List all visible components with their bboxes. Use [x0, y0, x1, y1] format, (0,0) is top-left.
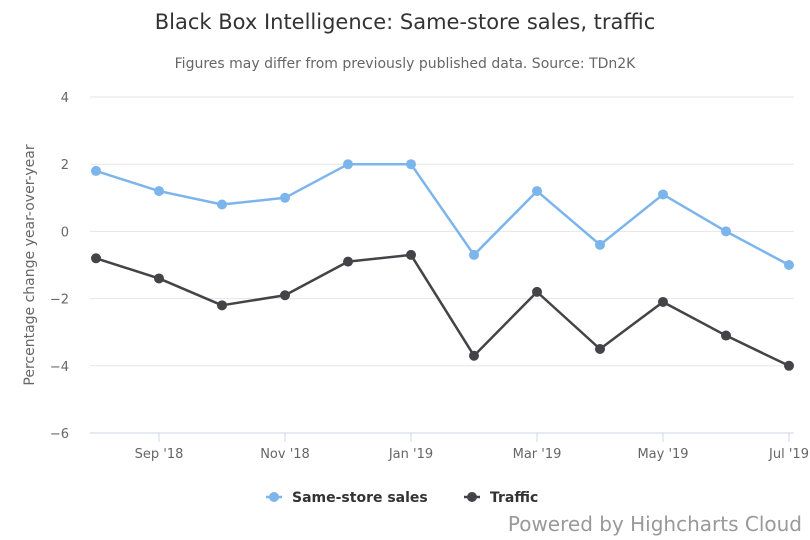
data-point: [154, 273, 164, 284]
x-tick-label: Sep '18: [135, 447, 184, 462]
data-point: [721, 226, 731, 237]
chart-subtitle: Figures may differ from previously publi…: [174, 56, 636, 72]
chart-title: Black Box Intelligence: Same-store sales…: [154, 10, 656, 34]
data-point: [406, 159, 416, 170]
series-0: [91, 159, 794, 270]
legend-label: Same-store sales: [292, 490, 428, 506]
x-tick-label: Jan '19: [388, 447, 433, 462]
x-tick-label: Mar '19: [513, 447, 562, 462]
data-point: [280, 192, 290, 203]
y-tick-label: 2: [61, 158, 69, 173]
data-point: [217, 199, 227, 210]
legend-label: Traffic: [490, 490, 538, 506]
y-tick-label: −6: [50, 427, 69, 442]
series-1: [91, 249, 794, 371]
data-point: [784, 260, 794, 270]
x-tick-label: Nov '18: [260, 447, 310, 462]
data-point: [343, 159, 353, 170]
data-point: [658, 296, 668, 307]
x-tick-label: May '19: [637, 447, 688, 462]
data-point: [217, 300, 227, 311]
data-point: [469, 350, 479, 361]
data-point: [154, 186, 164, 197]
data-point: [595, 239, 605, 250]
series-line: [95, 162, 790, 267]
data-point: [406, 249, 416, 260]
data-point: [280, 290, 290, 301]
legend-symbol-marker: [269, 492, 279, 502]
x-tick-label: Jul '19: [768, 447, 809, 462]
data-point: [91, 253, 101, 264]
series-line: [95, 253, 790, 367]
y-tick-label: −2: [50, 293, 69, 308]
data-point: [595, 344, 605, 354]
legend: Same-store sales Traffic: [266, 490, 538, 506]
data-point: [91, 165, 101, 176]
data-point: [532, 286, 542, 297]
legend-item[interactable]: Traffic: [464, 490, 538, 506]
y-tick-label: 0: [61, 225, 69, 240]
y-tick-label: −4: [50, 360, 69, 375]
data-point: [784, 360, 794, 371]
data-point: [721, 330, 731, 341]
data-point: [658, 189, 668, 200]
data-point: [469, 249, 479, 260]
y-axis-title: Percentage change year-over-year: [22, 144, 38, 385]
y-tick-label: 4: [61, 91, 69, 106]
data-point: [532, 186, 542, 197]
legend-item[interactable]: Same-store sales: [266, 490, 428, 506]
credits-link[interactable]: Powered by Highcharts Cloud: [507, 512, 802, 536]
data-point: [343, 256, 353, 267]
legend-symbol-marker: [467, 492, 477, 502]
